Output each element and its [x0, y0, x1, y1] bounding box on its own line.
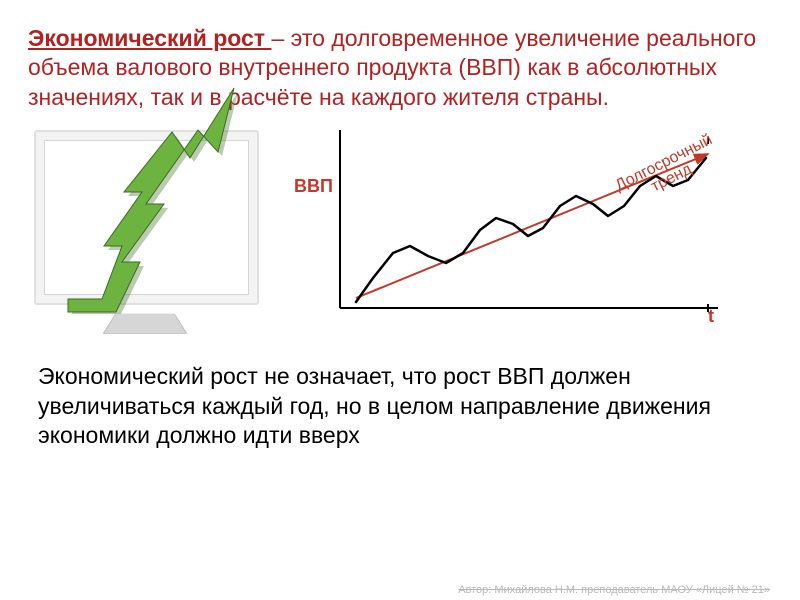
explanation-text: Экономический рост не означает, что рост… — [28, 362, 772, 450]
graphics-row: ВВП t Долгосрочный тренд — [28, 126, 772, 356]
gdp-trend-chart: ВВП t Долгосрочный тренд — [338, 128, 728, 323]
author-credit: Автор: Михайлова Н.М. преподаватель МАОУ… — [458, 584, 770, 596]
definition-paragraph: Экономический рост – это долговременное … — [28, 24, 772, 112]
definition-term: Экономический рост — [28, 25, 271, 51]
board-stand — [103, 314, 188, 334]
slide: Экономический рост – это долговременное … — [0, 0, 800, 600]
board-frame — [34, 130, 259, 305]
y-axis-label: ВВП — [294, 176, 333, 197]
board-screen — [44, 140, 249, 295]
x-axis-label: t — [708, 306, 714, 327]
